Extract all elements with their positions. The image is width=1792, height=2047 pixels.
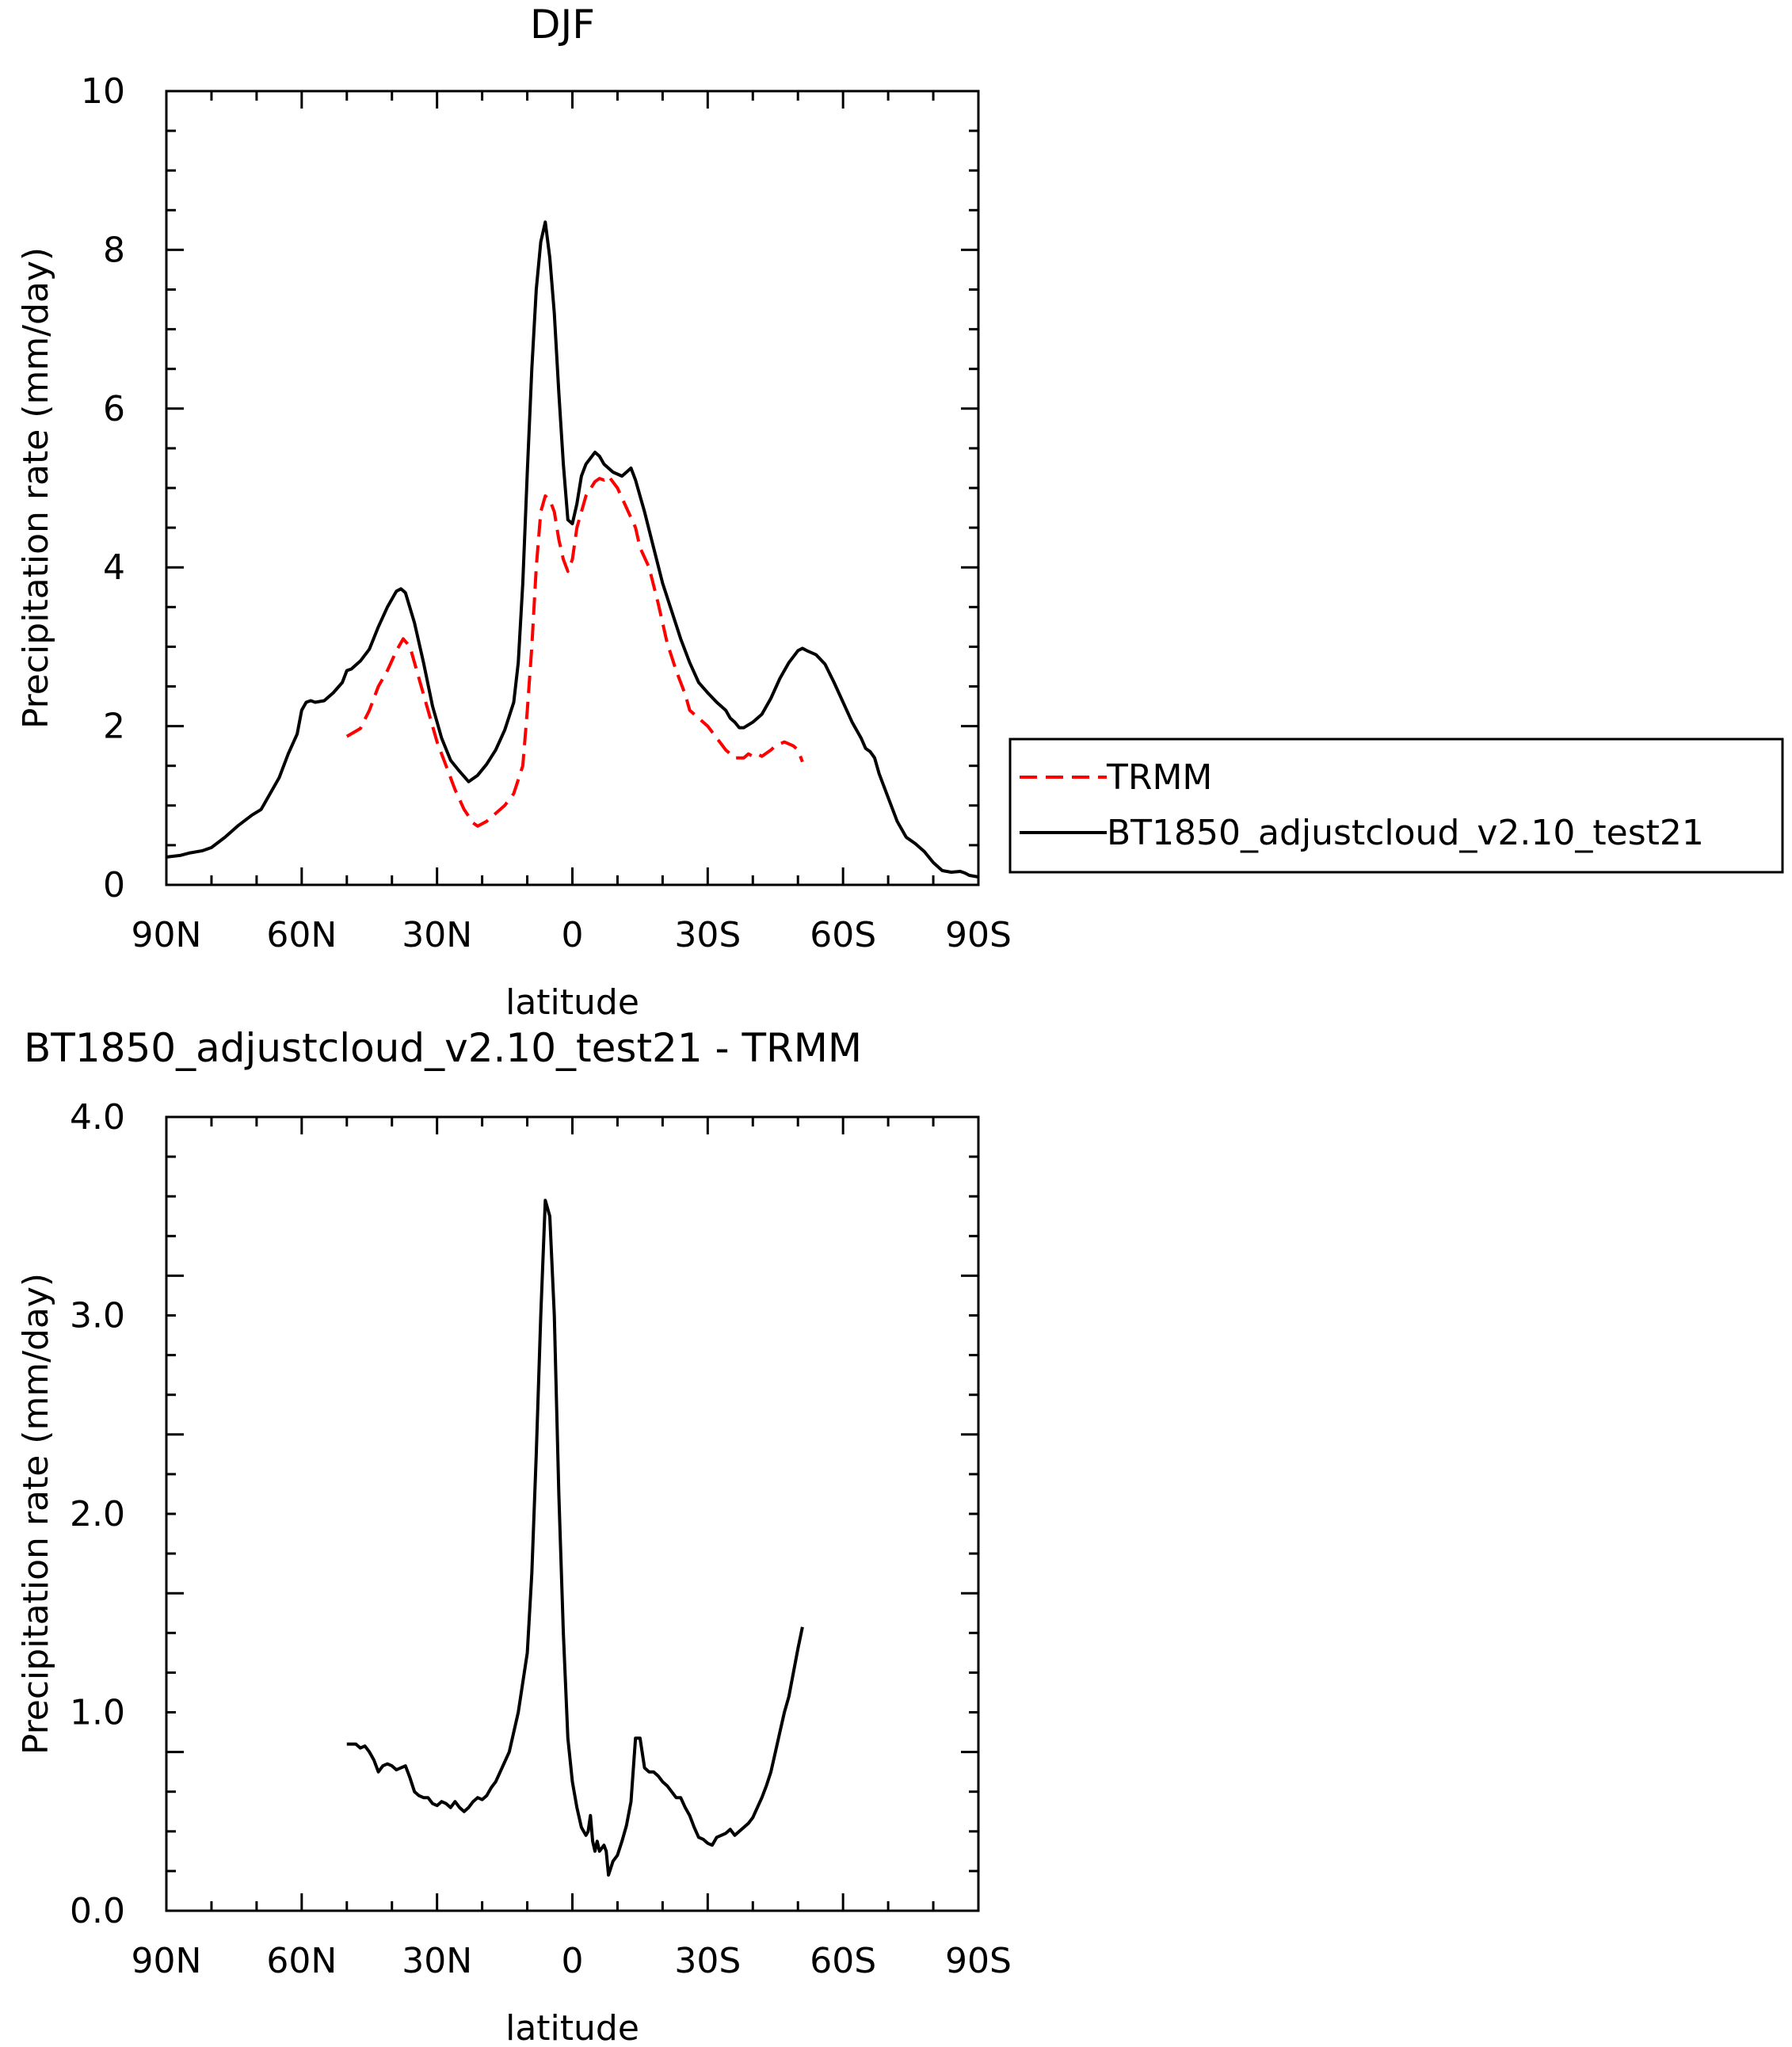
legend: TRMM BT1850_adjustcloud_v2.10_test21 [1008,738,1784,874]
x-tick-label: 0 [562,915,584,955]
y-tick-label: 4 [103,547,125,588]
chart-panel-top: DJF 90N 60N 30N 0 30S 60S 90S 0 2 4 6 8 10 latitude Pre… [16,2,1012,1023]
x-axis-label: latitude [505,2008,639,2047]
series-line-bt1850-adjustcloud-v2-10-test21 [166,220,979,879]
chart-panel-bottom: BT1850_adjustcloud_v2.10_test21 - TRMM 90… [16,1025,1012,2047]
x-tick-label: 90N [132,1941,202,1981]
y-tick-label: 3.0 [70,1296,125,1336]
series-line-difference [346,1199,804,1877]
legend-entry: TRMM [1106,757,1212,798]
x-tick-label: 90S [945,915,1012,955]
x-tick-label: 60S [810,915,876,955]
x-tick-label: 30N [402,915,472,955]
y-axis-label: Precipitation rate (mm/day) [16,247,56,729]
y-tick-label: 8 [103,230,125,270]
y-axis-label: Precipitation rate (mm/day) [16,1273,56,1755]
legend-entry: BT1850_adjustcloud_v2.10_test21 [1107,813,1704,853]
series-line-trmm [345,475,804,828]
x-tick-label: 90S [945,1941,1012,1981]
y-tick-label: 4.0 [70,1097,125,1138]
chart-title: BT1850_adjustcloud_v2.10_test21 - TRMM [24,1025,862,1071]
plot-frame [165,90,980,886]
x-tick-label: 30S [674,1941,741,1981]
y-tick-label: 2 [103,707,125,747]
y-tick-label: 2.0 [70,1494,125,1534]
x-tick-label: 60S [810,1941,876,1981]
x-tick-label: 0 [562,1941,584,1981]
x-tick-label: 60N [266,915,337,955]
chart-title: DJF [530,2,595,48]
y-tick-label: 1.0 [70,1693,125,1733]
x-tick-label: 60N [266,1941,337,1981]
x-tick-label: 90N [132,915,202,955]
y-tick-label: 6 [103,389,125,429]
legend-box [1008,738,1784,874]
y-tick-label: 0 [103,865,125,905]
x-tick-label: 30S [674,915,741,955]
y-tick-label: 0.0 [70,1891,125,1931]
x-tick-label: 30N [402,1941,472,1981]
plot-frame [165,1115,980,1912]
x-axis-label: latitude [505,982,639,1023]
y-tick-label: 10 [81,71,125,112]
